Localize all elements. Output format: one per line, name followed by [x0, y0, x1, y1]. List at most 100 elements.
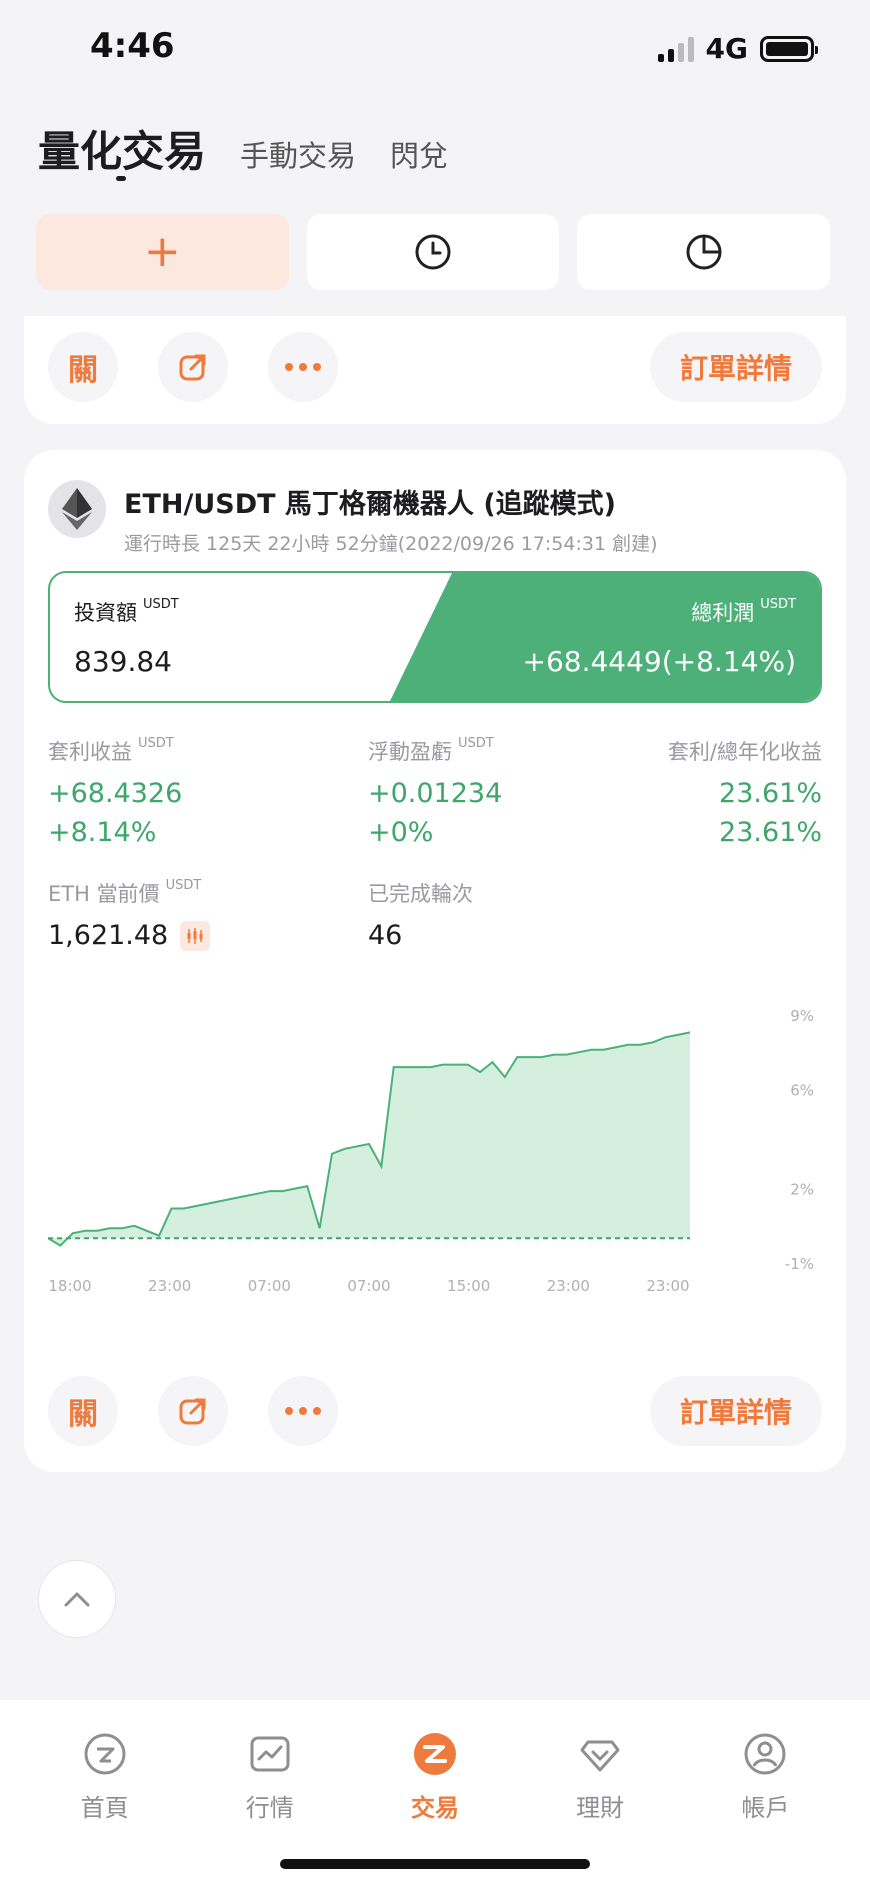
- home-icon: [84, 1733, 126, 1775]
- y-tick-label: -1%: [785, 1255, 814, 1273]
- tab-manual-trading[interactable]: 手動交易: [240, 139, 357, 173]
- total-profit-unit: USDT: [760, 597, 796, 612]
- x-tick-label: 23:00: [148, 1277, 191, 1295]
- bot-header: ETH/USDT 馬丁格爾機器人 (追蹤模式) 運行時長 125天 22小時 5…: [48, 480, 658, 556]
- close-bot-button[interactable]: 關: [48, 332, 118, 402]
- profit-area: [48, 1032, 690, 1246]
- profit-chart-svg: 9% 6% 2% -1% 18:00 23:00 07:00 07:00 15:00 23:00 2…: [47, 1007, 814, 1295]
- x-tick-label: 18:00: [48, 1277, 91, 1295]
- floating-pnl-label: 浮動盈虧: [368, 740, 452, 764]
- chevron-up-icon: [64, 1592, 90, 1607]
- more-icon: [285, 363, 321, 371]
- signal-icon: [657, 36, 694, 62]
- current-price-stat: ETH 當前價 USDT 1,621.48: [48, 878, 211, 951]
- finance-icon: [580, 1740, 620, 1772]
- x-tick-label: 07:00: [347, 1277, 390, 1295]
- floating-pnl-stat: 浮動盈虧 USDT +0.01234 +0%: [368, 736, 502, 848]
- floating-pnl-value: +0.01234: [368, 778, 503, 809]
- tab-trade-label: 交易: [410, 1794, 459, 1822]
- status-bar: 4:46 4G: [0, 0, 870, 100]
- current-price-label: ETH 當前價: [48, 882, 160, 906]
- annualized-value-arb: 23.61%: [719, 778, 822, 809]
- floating-pnl-pct: +0%: [368, 817, 434, 848]
- tab-market[interactable]: 行情: [210, 1732, 330, 1823]
- current-price-unit: USDT: [165, 878, 202, 893]
- more-icon: [285, 1407, 321, 1415]
- arbitrage-profit-unit: USDT: [138, 736, 174, 751]
- completed-rounds-value: 46: [368, 920, 403, 951]
- eth-icon: [48, 480, 106, 538]
- total-profit-value: +68.4449(+8.14%): [522, 645, 796, 678]
- trade-icon: [413, 1733, 456, 1775]
- annualized-value-total: 23.61%: [719, 817, 822, 848]
- profit-line: [47, 1031, 691, 1247]
- more-button[interactable]: [268, 332, 338, 402]
- x-tick-label: 15:00: [447, 1277, 490, 1295]
- investment-label: 投資額: [74, 601, 137, 625]
- order-detail-button[interactable]: 訂單詳情: [649, 1376, 822, 1446]
- floating-pnl-unit: USDT: [458, 736, 494, 751]
- tab-flash-swap[interactable]: 閃兌: [390, 139, 449, 173]
- market-icon: [250, 1736, 290, 1772]
- more-button[interactable]: [268, 1376, 338, 1446]
- candlestick-icon[interactable]: [180, 920, 211, 951]
- plus-icon: +: [143, 226, 181, 277]
- network-type: 4G: [705, 32, 748, 65]
- tab-home[interactable]: 首頁: [45, 1732, 165, 1823]
- annualized-stat: 套利/總年化收益 23.61% 23.61%: [668, 736, 822, 848]
- bot-title: ETH/USDT 馬丁格爾機器人 (追蹤模式): [124, 489, 616, 520]
- share-icon: [179, 1398, 206, 1425]
- history-button[interactable]: [306, 214, 560, 290]
- investment-block: 投資額 USDT 839.84: [74, 597, 179, 678]
- clock-icon: [415, 234, 451, 270]
- annualized-label: 套利/總年化收益: [667, 740, 822, 764]
- bot-card: ETH/USDT 馬丁格爾機器人 (追蹤模式) 運行時長 125天 22小時 5…: [24, 450, 846, 1472]
- tab-trade[interactable]: 交易: [375, 1732, 495, 1823]
- home-indicator: [280, 1859, 590, 1869]
- tab-quant-trading[interactable]: 量化交易: [38, 118, 206, 181]
- x-tick-label: 07:00: [248, 1277, 291, 1295]
- profit-summary: 投資額 USDT 839.84 總利潤 USDT +68.4449(+8.14%): [48, 571, 822, 703]
- tab-account[interactable]: 帳戶: [705, 1732, 825, 1823]
- arbitrage-profit-pct: +8.14%: [48, 817, 157, 848]
- account-icon: [744, 1733, 786, 1775]
- completed-rounds-label: 已完成輪次: [368, 882, 473, 906]
- bot-card-previous: 關 訂單詳情: [24, 316, 846, 424]
- total-profit-block: 總利潤 USDT +68.4449(+8.14%): [522, 597, 796, 678]
- y-tick-label: 6%: [790, 1081, 814, 1099]
- share-icon: [179, 354, 206, 381]
- tab-account-label: 帳戶: [741, 1794, 790, 1822]
- card-actions: 關 訂單詳情: [48, 332, 822, 402]
- battery-icon: [760, 35, 818, 62]
- tab-market-label: 行情: [245, 1794, 294, 1822]
- current-price-value: 1,621.48: [48, 920, 169, 951]
- x-tick-label: 23:00: [547, 1277, 590, 1295]
- arbitrage-profit-value: +68.4326: [48, 778, 183, 809]
- arbitrage-profit-label: 套利收益: [48, 740, 132, 764]
- scroll-to-top-button[interactable]: [38, 1560, 116, 1638]
- investment-value: 839.84: [74, 645, 172, 678]
- close-bot-button[interactable]: 關: [48, 1376, 118, 1446]
- status-indicators: 4G: [657, 32, 818, 65]
- status-time: 4:46: [90, 26, 175, 66]
- y-tick-label: 9%: [790, 1007, 814, 1025]
- share-button[interactable]: [158, 1376, 228, 1446]
- investment-unit: USDT: [143, 597, 179, 612]
- tab-finance[interactable]: 理財: [540, 1732, 660, 1823]
- top-tabs: 量化交易 手動交易 閃兌: [38, 118, 449, 181]
- bottom-tab-bar: 首頁 行情 交易 理財: [0, 1700, 870, 1883]
- completed-rounds-stat: 已完成輪次 46: [368, 878, 473, 951]
- statistics-button[interactable]: [577, 214, 831, 290]
- total-profit-label: 總利潤: [691, 601, 755, 625]
- x-tick-label: 23:00: [646, 1277, 689, 1295]
- card-actions: 關 訂單詳情: [48, 1376, 822, 1446]
- arbitrage-profit-stat: 套利收益 USDT +68.4326 +8.14%: [48, 736, 182, 848]
- action-tiles: +: [36, 214, 831, 290]
- bot-runtime: 運行時長 125天 22小時 52分鐘(2022/09/26 17:54:31 …: [124, 533, 658, 555]
- create-bot-button[interactable]: +: [36, 214, 289, 290]
- share-button[interactable]: [158, 332, 228, 402]
- tab-finance-label: 理財: [576, 1794, 625, 1822]
- pie-chart-icon: [686, 234, 722, 270]
- profit-chart: 9% 6% 2% -1% 18:00 23:00 07:00 07:00 15:00 23:00 2…: [47, 995, 822, 1295]
- order-detail-button[interactable]: 訂單詳情: [649, 332, 822, 402]
